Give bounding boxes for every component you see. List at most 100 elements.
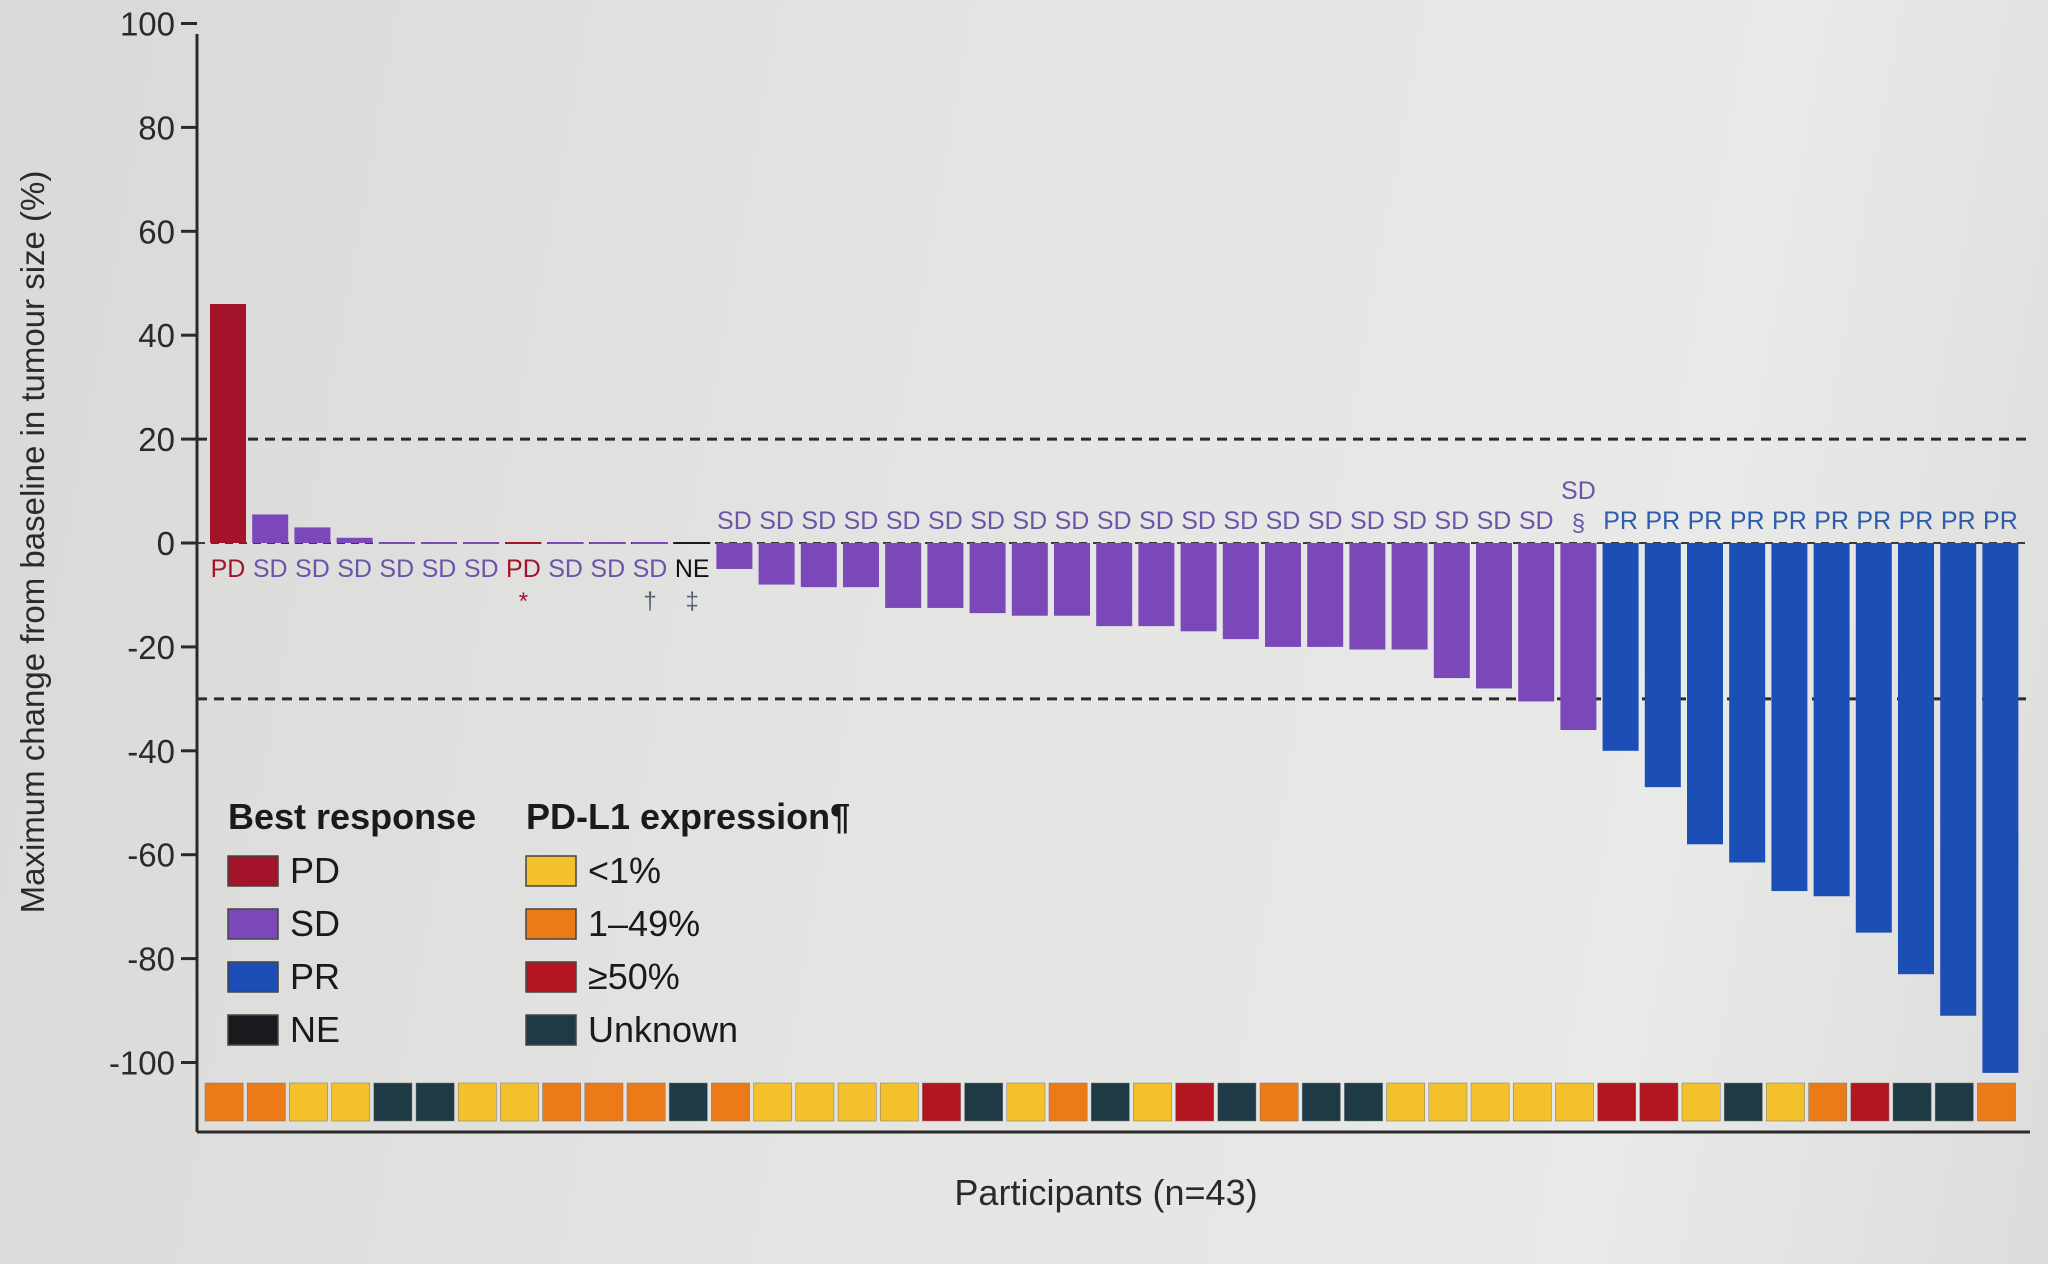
bar-response-label: SD (295, 555, 330, 583)
bar (1433, 543, 1470, 679)
bar-response-label: SD (633, 555, 668, 583)
bar (252, 514, 289, 543)
pdl1-cell (1470, 1082, 1510, 1122)
pdl1-cell (1723, 1082, 1763, 1122)
pdl1-cell (457, 1082, 497, 1122)
bar (758, 543, 795, 585)
pdl1-cell (415, 1082, 455, 1122)
bar-response-label: SD (422, 555, 457, 583)
y-tick-label: 80 (138, 109, 175, 146)
bar (210, 304, 246, 543)
bar (1855, 543, 1892, 933)
pdl1-cell (922, 1082, 961, 1122)
pdl1-legend-swatch (525, 961, 577, 993)
bar-footnote-marker: * (519, 588, 528, 615)
pdl1-cell (1892, 1082, 1932, 1122)
pdl1-cell (1259, 1082, 1299, 1122)
bar-response-label: SD (1181, 507, 1216, 535)
pdl1-cell (1808, 1082, 1848, 1122)
pdl1-strip (204, 1082, 2016, 1122)
bar-response-label: SD (1477, 507, 1512, 535)
bar-response-label: SD (253, 555, 288, 583)
pdl1-legend-label: 1–49% (588, 903, 700, 944)
bar-response-label: SD (1223, 507, 1258, 535)
pdl1-cell (753, 1082, 793, 1122)
response-legend-label: NE (290, 1009, 340, 1050)
bar-response-label: SD (717, 507, 752, 535)
bar-response-label: SD (970, 507, 1005, 535)
bar-response-label: SD (1097, 507, 1132, 535)
bar (1602, 543, 1639, 751)
pdl1-cell (1428, 1082, 1468, 1122)
pdl1-legend-label: <1% (588, 850, 661, 891)
axes: 100 80 60 40 20 0 -20 -40 -60 -80 -100 (109, 6, 2030, 1134)
y-tick-label: -60 (127, 837, 175, 874)
bars (210, 304, 2019, 1073)
bar-response-label: NE (675, 555, 710, 583)
pdl1-legend-swatch (525, 855, 577, 887)
bar (843, 543, 879, 588)
bar (336, 537, 373, 543)
bar-response-label: SD (1519, 507, 1554, 535)
pdl1-cell (626, 1082, 666, 1122)
bar (1982, 543, 2019, 1073)
pdl1-legend-title: PD-L1 expression¶ (526, 796, 850, 837)
bar-footnote-marker: † (643, 588, 656, 615)
bar (1518, 543, 1555, 702)
bar (1265, 543, 1301, 647)
bar-response-label: PD (211, 555, 246, 583)
bar-response-label: SD (886, 507, 921, 535)
bar (378, 542, 415, 544)
bar-response-label: PR (1688, 507, 1723, 535)
bar-response-label: PR (1730, 507, 1765, 535)
y-tick-label: 60 (138, 213, 175, 250)
pdl1-cell (1639, 1082, 1679, 1122)
bar (800, 543, 837, 588)
y-tick-label: 20 (138, 421, 175, 458)
pdl1-cell (584, 1082, 624, 1122)
bar (505, 542, 542, 544)
y-tick-label: -40 (127, 733, 175, 770)
bar (421, 542, 457, 544)
pdl1-cell (500, 1082, 539, 1122)
pdl1-cell (668, 1082, 708, 1122)
bar (1096, 543, 1133, 627)
bar (1180, 543, 1217, 632)
bar-footnote-marker: ‡ (686, 588, 699, 615)
bar-response-label: SD (1139, 507, 1174, 535)
bar-response-label: SD (337, 555, 372, 583)
pdl1-cell (1681, 1082, 1721, 1122)
bar-response-label: SD (759, 507, 794, 535)
bar (1349, 543, 1386, 650)
bar-response-label: PR (1814, 507, 1849, 535)
bar (1476, 543, 1512, 689)
response-legend-swatch (227, 855, 279, 887)
bar (1138, 543, 1175, 627)
bar (463, 542, 500, 544)
y-axis-label: Maximum change from baseline in tumour s… (14, 171, 51, 914)
bar-response-label: PD (506, 555, 541, 583)
pdl1-cell (1386, 1082, 1426, 1122)
response-legend-swatch (227, 961, 279, 993)
y-tick-label: 0 (157, 525, 175, 562)
pdl1-legend-label: ≥50% (588, 956, 680, 997)
response-legend-label: SD (290, 903, 340, 944)
bar-response-label: PR (1856, 507, 1891, 535)
bar (1307, 543, 1344, 647)
bar (1729, 543, 1766, 863)
bar (885, 543, 922, 608)
bar-response-label: PR (1899, 507, 1934, 535)
bar-response-label: SD (590, 555, 625, 583)
bar (1011, 543, 1048, 616)
bar (969, 543, 1006, 614)
bar (1391, 543, 1428, 650)
bar (294, 527, 331, 543)
bar (674, 542, 711, 544)
bar (927, 543, 964, 608)
response-legend-label: PD (290, 850, 340, 891)
response-legend-label: PR (290, 956, 340, 997)
bar (1771, 543, 1808, 892)
pdl1-cell (1597, 1082, 1637, 1122)
bar-response-label: SD (1055, 507, 1090, 535)
